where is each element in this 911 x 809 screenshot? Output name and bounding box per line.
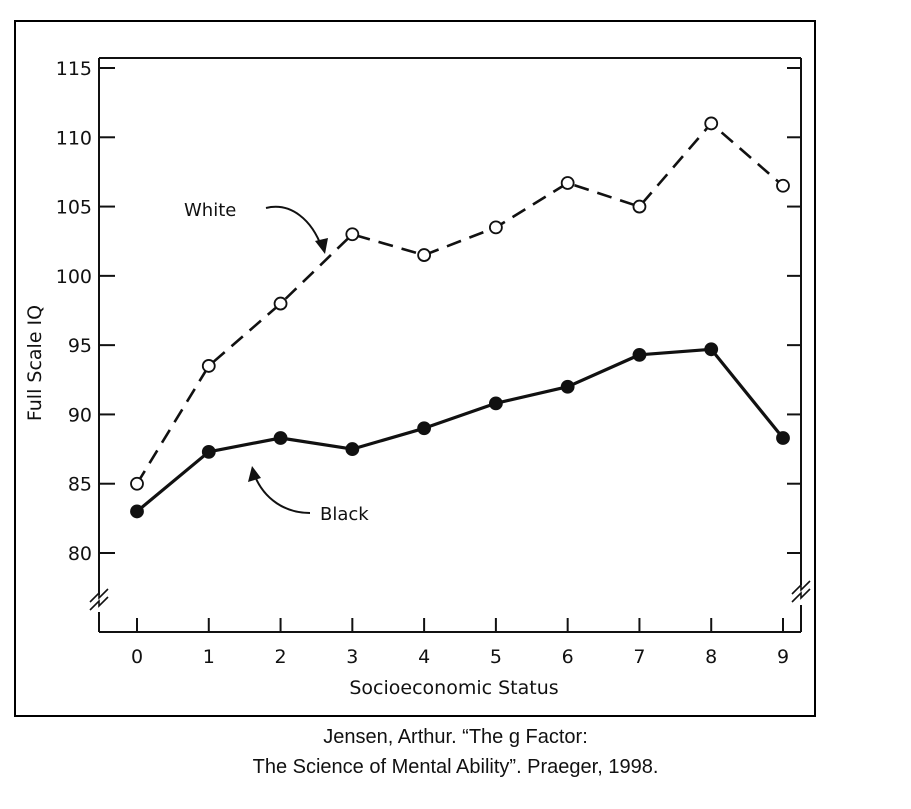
x-tick-label: 4 xyxy=(418,646,430,668)
x-axis-title: Socioeconomic Status xyxy=(349,677,558,699)
data-point-black xyxy=(488,396,503,411)
y-tick-label: 110 xyxy=(56,127,92,149)
y-axis-title: Full Scale IQ xyxy=(24,305,46,421)
arrowhead-black xyxy=(248,466,261,482)
data-point-white xyxy=(488,220,503,235)
chart-svg: 80 85 90 95 100 105 110 115 0 1 2 3 4 5 6 7 8 9 White Bla… xyxy=(24,57,811,699)
data-point-black xyxy=(632,347,647,362)
series-label-white: White xyxy=(184,200,236,221)
data-point-white xyxy=(417,248,432,262)
data-point-black xyxy=(201,444,216,459)
data-point-black xyxy=(345,442,360,456)
x-tick-label: 6 xyxy=(562,646,574,668)
data-point-black xyxy=(776,431,790,445)
data-point-black xyxy=(130,504,144,519)
right-axis-break-mark xyxy=(791,580,811,603)
arrow-white xyxy=(265,205,323,249)
series-layer xyxy=(130,116,790,519)
caption-line-2: The Science of Mental Ability”. Praeger,… xyxy=(252,756,659,778)
data-point-white xyxy=(201,359,216,373)
y-tick-label: 100 xyxy=(56,266,92,288)
data-point-black xyxy=(417,421,432,436)
arrow-black xyxy=(253,473,311,514)
series-line-black xyxy=(135,347,785,513)
ticks-layer: 80 85 90 95 100 105 110 115 0 1 2 3 4 5 6 7 8 9 xyxy=(56,58,801,668)
data-point-white xyxy=(130,476,144,491)
series-label-black: Black xyxy=(320,504,369,525)
data-point-white xyxy=(704,116,719,131)
x-tick-label: 0 xyxy=(131,646,143,668)
data-point-white xyxy=(632,199,647,214)
axes-layer xyxy=(89,57,811,633)
data-point-black xyxy=(560,379,575,394)
y-axis-break-mark xyxy=(89,588,109,611)
x-tick-label: 2 xyxy=(275,646,287,668)
y-tick-label: 85 xyxy=(68,474,92,496)
data-point-black xyxy=(704,342,719,357)
caption-line-1: Jensen, Arthur. “The g Factor: xyxy=(323,726,588,748)
data-point-white xyxy=(345,227,360,242)
y-tick-label: 115 xyxy=(56,58,92,80)
chart-frame: 80 85 90 95 100 105 110 115 0 1 2 3 4 5 6 7 8 9 White Bla… xyxy=(14,20,816,717)
x-tick-label: 7 xyxy=(633,646,645,668)
series-line-white xyxy=(135,122,784,485)
y-tick-label: 105 xyxy=(56,197,92,219)
x-tick-label: 9 xyxy=(777,646,789,668)
y-tick-label: 80 xyxy=(68,543,92,565)
x-tick-label: 8 xyxy=(705,646,717,668)
x-tick-label: 1 xyxy=(203,646,215,668)
arrowhead-white xyxy=(315,238,328,254)
x-tick-label: 5 xyxy=(490,646,502,668)
data-point-black xyxy=(273,431,288,445)
data-point-white xyxy=(560,176,575,190)
source-caption: Jensen, Arthur. “The g Factor: The Scien… xyxy=(0,722,911,782)
y-tick-label: 95 xyxy=(68,335,92,357)
y-tick-label: 90 xyxy=(68,404,92,426)
data-point-white xyxy=(776,178,790,193)
x-tick-label: 3 xyxy=(346,646,358,668)
data-point-white xyxy=(273,296,288,311)
annotation-layer: White Black xyxy=(184,200,369,525)
